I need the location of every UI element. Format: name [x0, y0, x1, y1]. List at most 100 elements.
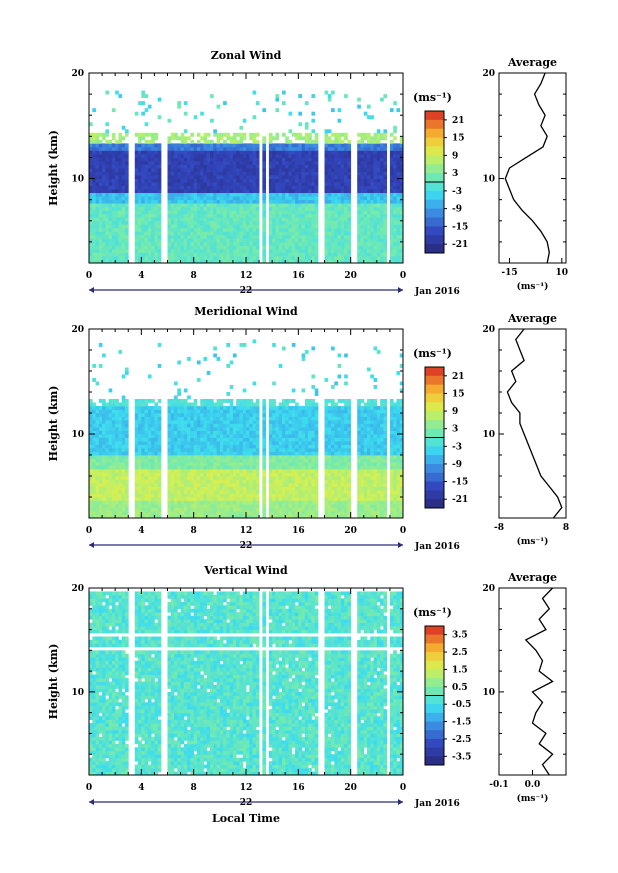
heatmap-cell: [138, 196, 142, 201]
heatmap-cell: [141, 189, 145, 194]
heatmap-cell: [373, 150, 378, 155]
heatmap-cell: [151, 476, 155, 480]
heatmap-cell: [304, 150, 309, 155]
heatmap-cell: [138, 139, 142, 144]
heatmap-cell: [393, 213, 397, 218]
heatmap-cell: [383, 227, 388, 232]
heatmap-cell: [180, 469, 185, 473]
heatmap-cell: [239, 493, 244, 498]
heatmap-cell: [272, 157, 276, 162]
heatmap-cell: [226, 458, 231, 463]
heatmap-cell: [275, 203, 280, 208]
heatmap-cell: [246, 430, 250, 435]
heatmap-cell: [262, 168, 267, 172]
heatmap-cell: [141, 175, 145, 179]
heatmap-cell: [121, 259, 126, 264]
heatmap-cell: [219, 199, 224, 204]
heatmap-cell: [174, 185, 178, 190]
heatmap-cell: [308, 136, 312, 141]
heatmap-cell: [363, 206, 368, 211]
heatmap-cell: [285, 153, 289, 158]
heatmap-cell: [236, 413, 240, 417]
heatmap-cell: [380, 259, 384, 264]
heatmap-cell: [105, 171, 110, 176]
heatmap-cell: [288, 224, 293, 229]
heatmap-cell: [89, 444, 93, 449]
heatmap-cell: [167, 217, 172, 222]
heatmap-cell: [327, 238, 332, 243]
heatmap-cell: [278, 146, 283, 151]
heatmap-cell: [157, 441, 162, 445]
heatmap-cell: [242, 196, 247, 201]
heatmap-cell: [363, 171, 368, 176]
heatmap-cell: [206, 500, 211, 505]
heatmap-cell: [360, 255, 365, 260]
heatmap-cell: [399, 175, 404, 179]
heatmap-cell: [144, 514, 149, 519]
heatmap-cell: [232, 231, 237, 236]
heatmap-cell: [174, 409, 178, 414]
heatmap-cell: [102, 185, 106, 190]
heatmap-cell: [239, 444, 244, 449]
heatmap-cell: [298, 111, 302, 116]
heatmap-cell: [95, 220, 100, 225]
heatmap-cell: [229, 416, 234, 421]
panel-title: Zonal Wind: [211, 49, 282, 62]
heatmap-cell: [232, 493, 237, 498]
heatmap-cell: [295, 157, 299, 162]
heatmap-cell: [252, 224, 257, 229]
heatmap-cell: [187, 238, 191, 243]
heatmap-cell: [278, 175, 283, 179]
heatmap-cell: [213, 213, 217, 218]
heatmap-cell: [98, 343, 103, 347]
heatmap-cell: [268, 136, 273, 141]
heatmap-cell: [285, 164, 289, 169]
heatmap-cell: [157, 458, 162, 463]
heatmap-cell: [147, 500, 152, 505]
heatmap-cell: [363, 146, 368, 151]
heatmap-cell: [275, 206, 280, 211]
heatmap-cell: [124, 238, 129, 243]
heatmap-cell: [111, 196, 116, 201]
heatmap-cell: [183, 437, 188, 442]
heatmap-cell: [232, 175, 237, 179]
heatmap-cell: [167, 241, 172, 246]
colorbar-tick-label: 9: [452, 151, 458, 161]
heatmap-cell: [216, 406, 221, 410]
heatmap-cell: [236, 500, 240, 505]
heatmap-cell: [92, 455, 96, 459]
heatmap-cell: [121, 189, 126, 194]
heatmap-cell: [252, 210, 257, 215]
heatmap-cell: [311, 241, 316, 246]
heatmap-cell: [357, 220, 361, 225]
heatmap-cell: [138, 479, 142, 484]
heatmap-cell: [226, 490, 231, 494]
heatmap-cell: [242, 206, 247, 211]
heatmap-cell: [138, 206, 142, 211]
heatmap-cell: [262, 255, 267, 260]
heatmap-cell: [154, 476, 159, 480]
heatmap-cell: [285, 252, 289, 257]
heatmap-cell: [242, 136, 247, 141]
heatmap-cell: [105, 90, 110, 95]
heatmap-cell: [180, 500, 185, 505]
heatmap-cell: [236, 444, 240, 449]
heatmap-cell: [134, 504, 139, 508]
heatmap-cell: [187, 504, 191, 508]
heatmap-cell: [334, 259, 338, 264]
heatmap-cell: [213, 203, 217, 208]
heatmap-cell: [252, 255, 257, 260]
heatmap-cell: [337, 220, 342, 225]
heatmap-cell: [121, 490, 126, 494]
heatmap-cell: [89, 402, 93, 407]
heatmap-cell: [180, 416, 185, 421]
heatmap-cell: [285, 160, 289, 165]
heatmap-cell: [278, 182, 283, 186]
heatmap-cell: [174, 413, 178, 417]
heatmap-cell: [340, 203, 345, 208]
heatmap-cell: [360, 227, 365, 232]
heatmap-cell: [193, 483, 198, 487]
heatmap-cell: [183, 479, 188, 484]
heatmap-cell: [360, 168, 365, 172]
heatmap-cell: [193, 178, 198, 183]
